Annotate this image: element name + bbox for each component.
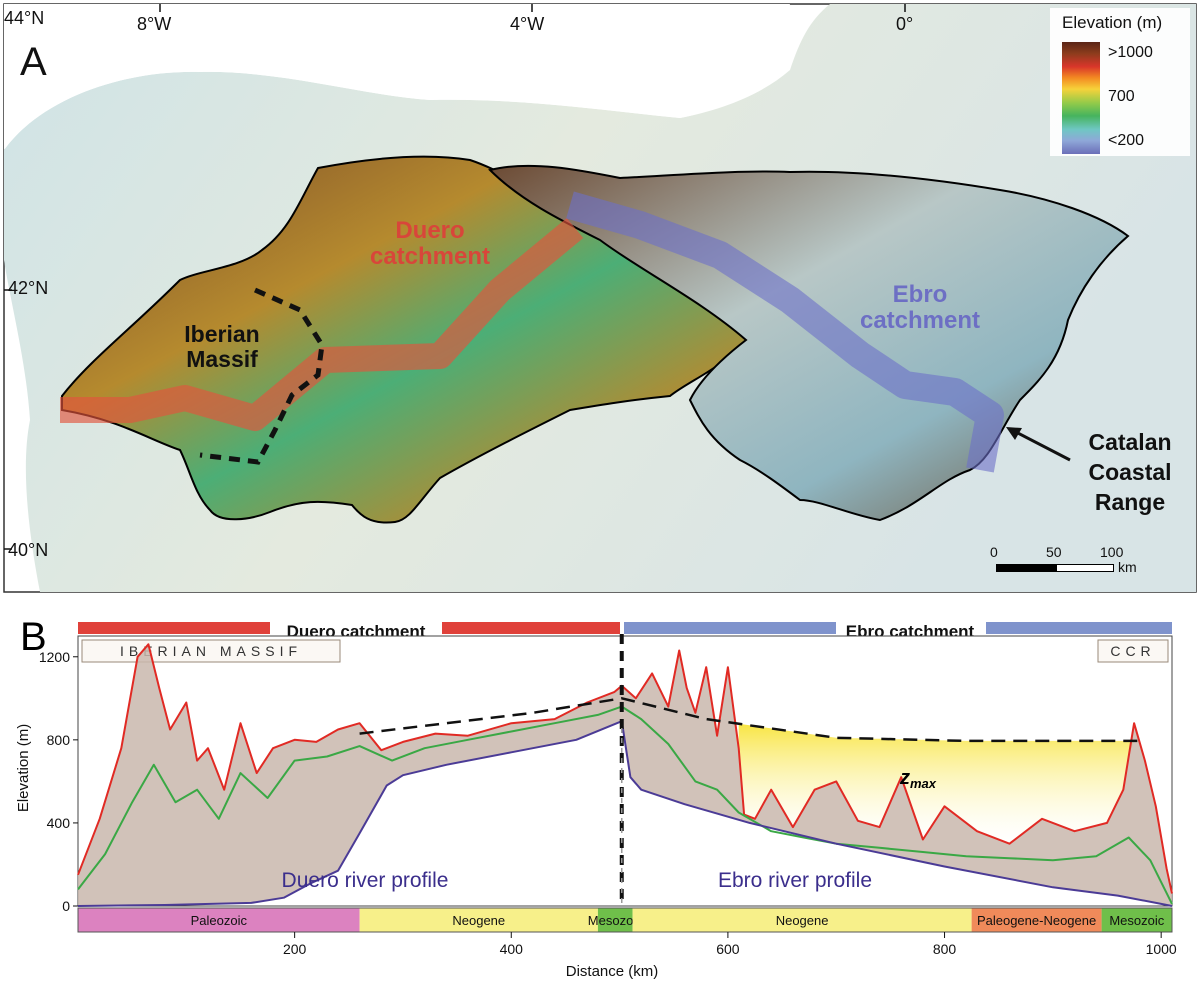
ccr-box — [1097, 639, 1169, 663]
duero-catchment-area — [61, 155, 748, 524]
ebro-catchment-label: Ebro catchment — [859, 281, 981, 334]
scale-tick-100: 100 — [1100, 544, 1124, 560]
relief-map — [3, 3, 1197, 593]
legend-color-ramp — [1062, 42, 1100, 154]
geology-unit-1 — [359, 908, 598, 932]
geology-unit-label-1: Neogene — [452, 913, 505, 928]
geology-unit-3 — [632, 908, 972, 932]
y-tick-label-400: 400 — [47, 815, 71, 831]
y-tick-label-1200: 1200 — [39, 649, 70, 665]
x-tick-label-400: 400 — [500, 941, 524, 957]
geology-unit-label-2: Mesozoic — [588, 913, 643, 928]
lat-label-42: 42°N — [8, 278, 49, 298]
iberian-massif-box-label: IBERIAN MASSIF — [120, 643, 302, 659]
catalan-coastal-range-label: Catalan Coastal Range — [1088, 429, 1172, 515]
legend-title: Elevation (m) — [1062, 13, 1163, 32]
map-panel: A 44°N 42°N 40°N 8°W 4°W 0° Duero catchme… — [3, 3, 1197, 593]
axes: 0 400 800 1200 200 400 600 800 1000 — [39, 649, 1177, 957]
lon-label-8w: 8°W — [137, 14, 172, 34]
lat-label-40: 40°N — [8, 540, 49, 560]
ebro-catchment-bar-left — [624, 622, 836, 634]
iberian-massif-label: Iberian Massif — [184, 321, 260, 372]
duero-profile-swath — [60, 217, 584, 431]
ebro-profile-swath — [566, 191, 1004, 473]
zmax-label: zmax — [899, 767, 937, 791]
x-tick-label-200: 200 — [283, 941, 307, 957]
x-tick-label-1000: 1000 — [1146, 941, 1177, 957]
geology-unit-5 — [1101, 908, 1172, 932]
scale-unit: km — [1118, 559, 1137, 575]
iberian-massif-boundary — [199, 287, 325, 465]
max-elevation-line — [77, 643, 1173, 894]
profile-lines — [77, 643, 1173, 907]
catalan-arrow-line — [1011, 428, 1071, 462]
geology-unit-label-5: Mesozoic — [1109, 913, 1164, 928]
geology-unit-0 — [78, 908, 360, 932]
profile-panel: B Duero catchment Ebro catchment IBERIAN… — [0, 598, 1200, 984]
mean-elevation-line — [77, 705, 1173, 905]
y-axis-title: Elevation (m) — [15, 724, 32, 812]
scale-bar-black — [996, 564, 1056, 572]
zmax-infill — [738, 723, 1140, 844]
swath-fill — [78, 644, 1172, 906]
panel-a-letter: A — [20, 40, 47, 84]
panel-b-letter: B — [20, 615, 47, 659]
legend-tick-low: <200 — [1108, 132, 1145, 149]
legend-tick-high: >1000 — [1108, 44, 1153, 61]
elevation-legend: Elevation (m) >1000 700 <200 — [1050, 8, 1190, 156]
scale-bar-white — [1056, 564, 1114, 572]
y-tick-label-800: 800 — [47, 732, 71, 748]
x-axis-title: Distance (km) — [566, 963, 659, 980]
ccr-box-label: CCR — [1110, 643, 1155, 659]
ebro-river-profile-label: Ebro river profile — [718, 869, 872, 892]
swath-range-area — [78, 644, 1172, 906]
lon-label-0: 0° — [896, 14, 914, 34]
catalan-arrow-head — [1006, 427, 1022, 440]
geology-unit-label-0: Paleozoic — [191, 913, 248, 928]
lat-label-44: 44°N — [4, 8, 45, 28]
zmax-envelope-line — [359, 697, 1140, 743]
scale-bar: 0 50 100 km — [990, 544, 1160, 584]
geology-unit-label-4: Paleogene-Neogene — [977, 913, 1096, 928]
lon-label-4w: 4°W — [510, 14, 545, 34]
ebro-catchment-bar-right — [986, 622, 1172, 634]
y-tick-label-0: 0 — [62, 898, 70, 914]
geology-unit-label-3: Neogene — [776, 913, 829, 928]
duero-river-profile-label: Duero river profile — [282, 869, 449, 892]
duero-catchment-bar-right — [442, 622, 620, 634]
profile-chart: B Duero catchment Ebro catchment IBERIAN… — [15, 615, 1177, 980]
scale-tick-50: 50 — [1046, 544, 1062, 560]
duero-catchment-label: Duero catchment — [369, 217, 491, 270]
x-tick-label-600: 600 — [716, 941, 740, 957]
geology-unit-2 — [597, 908, 633, 932]
zmax-infill-area — [738, 723, 1140, 844]
river-profile-line — [77, 720, 1173, 907]
duero-catchment-bar-left — [78, 622, 270, 634]
geology-unit-4 — [971, 908, 1102, 932]
geology-bar: Paleozoic Neogene Mesozoic Neogene Paleogene… — [77, 907, 1173, 933]
bay-of-biscay — [4, 4, 790, 150]
legend-tick-mid: 700 — [1108, 88, 1135, 105]
scale-tick-0: 0 — [990, 544, 998, 560]
x-tick-label-800: 800 — [933, 941, 957, 957]
